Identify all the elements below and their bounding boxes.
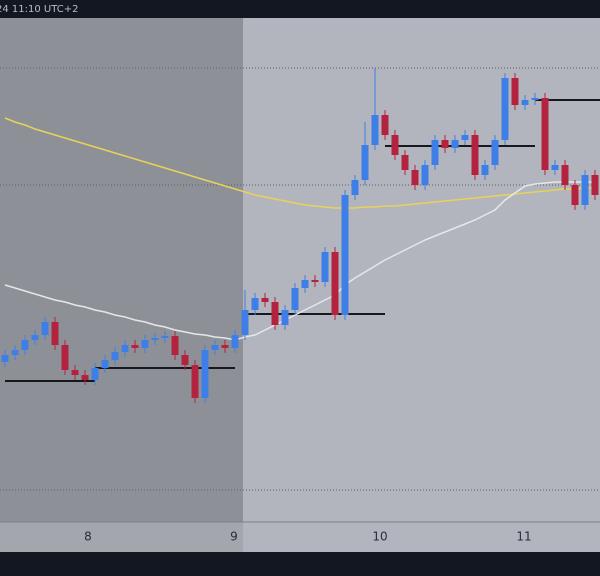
candle-body <box>221 345 229 348</box>
candle-body <box>571 185 579 205</box>
candle-body <box>521 100 529 105</box>
candle-body <box>361 145 369 180</box>
moving-average <box>4 181 595 341</box>
candle-body <box>411 170 419 185</box>
session-shade <box>0 18 243 522</box>
candle-body <box>581 175 589 205</box>
candle-body <box>541 98 549 170</box>
candle-body <box>41 322 49 335</box>
plot-layer: 8 9 10 11 <box>0 67 600 544</box>
candle-body <box>421 165 429 185</box>
x-tick-label: 11 <box>516 530 531 544</box>
candle-body <box>481 165 489 175</box>
candle-body <box>501 78 509 140</box>
candle-body <box>341 195 349 315</box>
candle-body <box>331 252 339 315</box>
candle-body <box>241 310 249 335</box>
candle-body <box>491 140 499 165</box>
candle-body <box>121 345 129 352</box>
candle-body <box>191 365 199 398</box>
candle-body <box>351 180 359 195</box>
candle-body <box>271 302 279 325</box>
candle-body <box>151 338 159 340</box>
candle-body <box>21 340 29 350</box>
candle-body <box>251 298 259 310</box>
candle-body <box>381 115 389 135</box>
candle-body <box>261 298 269 302</box>
candle-body <box>111 352 119 360</box>
candle-body <box>181 355 189 365</box>
x-tick-label: 10 <box>372 530 387 544</box>
candle-body <box>451 140 459 148</box>
candle-body <box>461 135 469 140</box>
candle-body <box>101 360 109 368</box>
candle-body <box>131 345 139 348</box>
candle-body <box>231 335 239 348</box>
candle-body <box>51 322 59 345</box>
candle-body <box>561 165 569 185</box>
x-tick-label: 9 <box>230 530 238 544</box>
candle-body <box>471 135 479 175</box>
candle-body <box>321 252 329 282</box>
candle-body <box>1 355 9 362</box>
candle-body <box>71 370 79 375</box>
candle-body <box>311 280 319 282</box>
candle-body <box>591 175 599 195</box>
candle-body <box>511 78 519 105</box>
candle-body <box>81 375 89 380</box>
candle-body <box>291 288 299 310</box>
candle-body <box>11 350 19 355</box>
candle-body <box>211 345 219 350</box>
candle-body <box>161 336 169 338</box>
moving-average <box>4 117 595 209</box>
time-axis-shade <box>0 522 243 552</box>
candle-body <box>531 98 539 100</box>
candle-body <box>431 140 439 165</box>
candle-body <box>31 335 39 340</box>
candle-body <box>301 280 309 288</box>
candle-body <box>281 310 289 325</box>
candle-body <box>61 345 69 370</box>
candle-body <box>91 368 99 380</box>
candle-body <box>371 115 379 145</box>
x-tick-label: 8 <box>84 530 92 544</box>
candle-body <box>171 336 179 355</box>
candle-body <box>441 140 449 148</box>
candle-body <box>201 350 209 398</box>
candle-body <box>401 155 409 170</box>
candle-body <box>391 135 399 155</box>
candle-body <box>551 165 559 170</box>
header-time: 24 11:10 UTC+2 <box>0 4 78 15</box>
candle-body <box>141 340 149 348</box>
